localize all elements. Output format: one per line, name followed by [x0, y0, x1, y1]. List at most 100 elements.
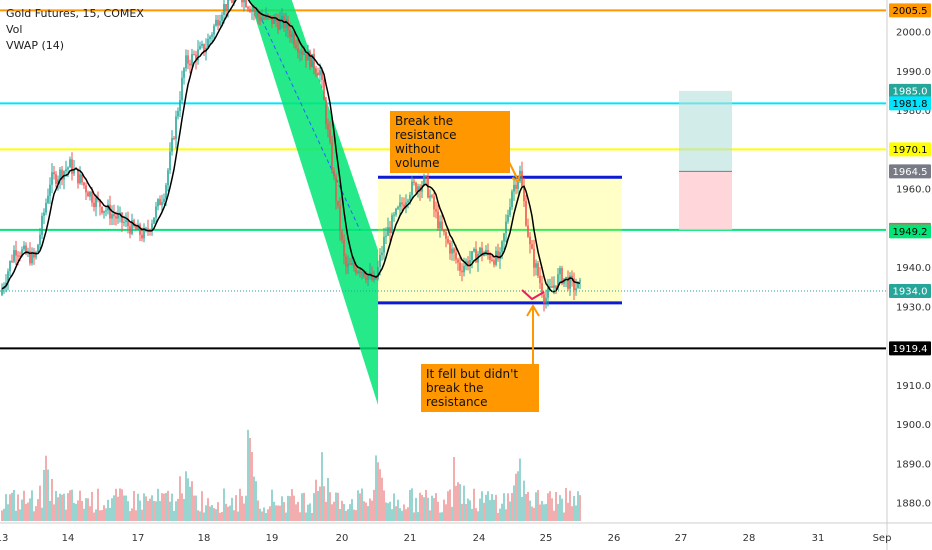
candle-body	[367, 275, 369, 281]
volume-bar	[19, 509, 21, 521]
candle-body	[347, 263, 349, 267]
volume-bar	[41, 507, 43, 521]
candle-body	[463, 265, 465, 273]
candle-body	[293, 33, 295, 45]
volume-bar	[489, 500, 491, 521]
price-tag[interactable]	[889, 96, 931, 111]
legend-vol[interactable]: Vol	[6, 23, 23, 36]
candle-body	[495, 250, 497, 265]
volume-bar	[339, 508, 341, 521]
candle-body	[199, 45, 201, 50]
volume-bar	[389, 501, 391, 521]
price-tag[interactable]	[889, 341, 931, 356]
candle-body	[331, 142, 333, 171]
candle-body	[451, 248, 453, 254]
annotation-top[interactable]: Break the resistance without volume	[390, 111, 510, 173]
candle-body	[335, 176, 337, 201]
channel-drawing[interactable]	[248, 0, 378, 405]
volume-bar	[65, 509, 67, 521]
candle-body	[203, 43, 205, 53]
candle-body	[377, 266, 379, 279]
candle-body	[341, 231, 343, 240]
volume-bar	[399, 508, 401, 521]
candle-body	[287, 19, 289, 31]
legend-vwap[interactable]: VWAP (14)	[6, 39, 65, 52]
candle-body	[45, 202, 47, 213]
range-box[interactable]	[378, 177, 622, 303]
candle-body	[473, 249, 475, 252]
volume-bar	[135, 510, 137, 521]
volume-bar	[235, 495, 237, 521]
candle-body	[197, 49, 199, 61]
volume-bar	[185, 471, 187, 521]
legend-title[interactable]: Gold Futures, 15, COMEX	[6, 7, 144, 20]
volume-bar	[559, 495, 561, 521]
vwap-line[interactable]	[1, 0, 581, 293]
volume-bar	[417, 512, 419, 521]
price-tag[interactable]	[889, 224, 931, 239]
candle-body	[259, 16, 261, 21]
candle-body	[127, 220, 129, 227]
price-tag[interactable]	[889, 3, 931, 18]
volume-bar	[219, 512, 221, 521]
volume-bar	[167, 490, 169, 521]
candle-body	[493, 260, 495, 265]
candle-body	[103, 210, 105, 213]
volume-bar	[201, 491, 203, 521]
position-profit-zone[interactable]	[679, 90, 732, 172]
volume-bar	[449, 489, 451, 521]
candle-body	[319, 70, 321, 76]
position-loss-zone[interactable]	[679, 171, 732, 230]
candle-body	[391, 215, 393, 234]
volume-bar	[531, 506, 533, 521]
annotation-bottom[interactable]: It fell but didn't break the resistance	[421, 364, 539, 412]
candle-body	[571, 275, 573, 279]
candle-body	[255, 10, 257, 12]
candle-body	[121, 212, 123, 223]
price-tag-label: 1981.8	[893, 99, 928, 110]
volume-bar	[513, 485, 515, 521]
candle-body	[361, 272, 363, 274]
price-tag[interactable]	[889, 164, 931, 179]
price-tag[interactable]	[889, 284, 931, 299]
volume-bar	[227, 506, 229, 521]
price-tag[interactable]	[889, 142, 931, 157]
candle-body	[549, 286, 551, 288]
volume-bar	[413, 512, 415, 521]
price-tag[interactable]	[889, 83, 931, 98]
candle-body	[31, 251, 33, 264]
candle-body	[345, 256, 347, 267]
candle-body	[483, 253, 485, 256]
volume-bar	[343, 503, 345, 521]
candle-body	[211, 34, 213, 37]
volume-bar	[423, 497, 425, 521]
volume-bar	[143, 493, 145, 521]
volume-bar	[109, 507, 111, 521]
time-tick-label: 21	[404, 533, 417, 544]
volume-bar	[393, 493, 395, 521]
volume-bar	[159, 501, 161, 521]
volume-bar	[349, 504, 351, 521]
candle-body	[529, 236, 531, 245]
volume-bar	[333, 501, 335, 521]
candle-body	[233, 0, 235, 3]
candle-body	[85, 185, 87, 193]
volume-bar	[483, 502, 485, 521]
candle-body	[129, 226, 131, 234]
candle-body	[1, 288, 3, 295]
candle-body	[357, 271, 359, 274]
candle-body	[447, 238, 449, 243]
candle-body	[521, 170, 523, 186]
volume-bar	[215, 509, 217, 521]
candle-body	[311, 54, 313, 68]
candle-body	[169, 151, 171, 171]
volume-bar	[569, 490, 571, 521]
volume-bar	[323, 486, 325, 521]
candle-body	[531, 244, 533, 249]
candle-body	[379, 255, 381, 267]
volume-bar	[273, 501, 275, 521]
candle-body	[509, 207, 511, 215]
volume-bar	[183, 498, 185, 521]
volume-bar	[245, 495, 247, 521]
